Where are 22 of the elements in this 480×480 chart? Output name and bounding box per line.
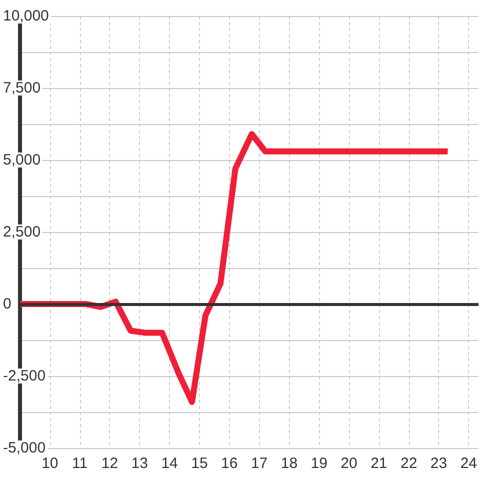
x-tick-label: 23 [430, 455, 448, 472]
x-tick-label: 21 [370, 455, 388, 472]
x-tick-label: 24 [460, 455, 477, 472]
y-tick-label: 7,500 [3, 80, 41, 96]
x-tick-label: 20 [340, 455, 358, 472]
x-tick-label: 11 [72, 455, 88, 472]
y-tick-label: 10,000 [3, 8, 49, 24]
x-tick-label: 10 [42, 455, 58, 472]
x-tick-label: 18 [280, 455, 298, 472]
y-tick-label: -5,000 [3, 440, 46, 456]
x-tick-label: 19 [310, 455, 328, 472]
x-tick-label: 13 [131, 455, 148, 472]
x-tick-label: 14 [161, 455, 178, 472]
x-tick-label: 15 [191, 455, 208, 472]
x-tick-label: 16 [221, 455, 238, 472]
x-tick-label: 22 [400, 455, 418, 472]
x-tick-label: 17 [250, 455, 268, 472]
y-tick-label: 5,000 [3, 152, 41, 168]
y-tick-label: 2,500 [3, 224, 41, 240]
x-tick-label: 12 [101, 455, 118, 472]
y-tick-label: 0 [3, 296, 12, 312]
y-tick-label: -2,500 [3, 368, 46, 384]
